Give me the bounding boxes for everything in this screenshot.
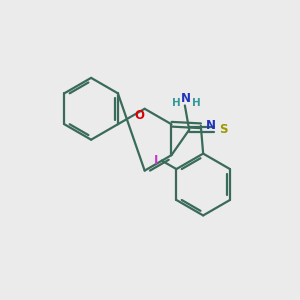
Text: H: H: [192, 98, 200, 107]
Text: O: O: [134, 109, 144, 122]
Text: H: H: [172, 98, 181, 107]
Text: N: N: [181, 92, 191, 106]
Text: I: I: [154, 154, 158, 167]
Text: S: S: [219, 123, 228, 136]
Text: N: N: [206, 119, 216, 132]
